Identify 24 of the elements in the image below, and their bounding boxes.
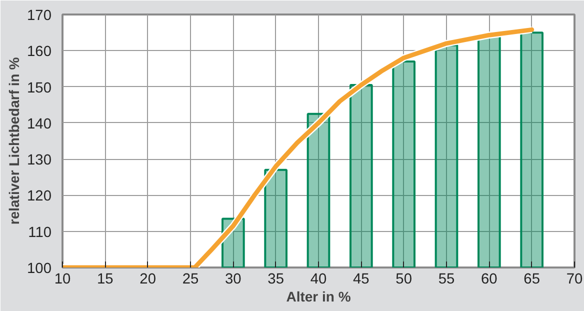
x-tick-label: 45: [353, 272, 370, 288]
x-tick-label: 65: [524, 272, 540, 288]
y-tick-label: 130: [27, 152, 52, 169]
line-series: [62, 26, 536, 268]
x-tick-label: 60: [481, 272, 498, 288]
x-tick-label: 10: [54, 272, 71, 288]
y-tick-label: 140: [27, 116, 52, 132]
y-tick-label: 110: [28, 224, 52, 241]
y-tick-label: 100: [27, 261, 52, 277]
x-tick-label: 30: [225, 272, 242, 288]
x-tick-label: 35: [268, 272, 284, 288]
x-tick-label: 40: [310, 272, 327, 288]
x-tick-label: 20: [140, 272, 156, 288]
x-tick-label: 55: [438, 272, 455, 288]
y-tick-label: 160: [27, 44, 52, 60]
x-tick-label: 25: [182, 272, 199, 288]
y-axis-title: relativer Lichtbedarf in %: [6, 56, 22, 225]
x-tick-label: 50: [396, 272, 412, 288]
y-tick-label: 120: [27, 188, 52, 205]
x-axis-title: Alter in %: [286, 288, 352, 304]
y-tick-label: 150: [27, 80, 52, 96]
x-tick-label: 70: [566, 272, 583, 288]
y-tick-label: 170: [27, 8, 52, 24]
x-tick-label: 15: [97, 272, 114, 288]
